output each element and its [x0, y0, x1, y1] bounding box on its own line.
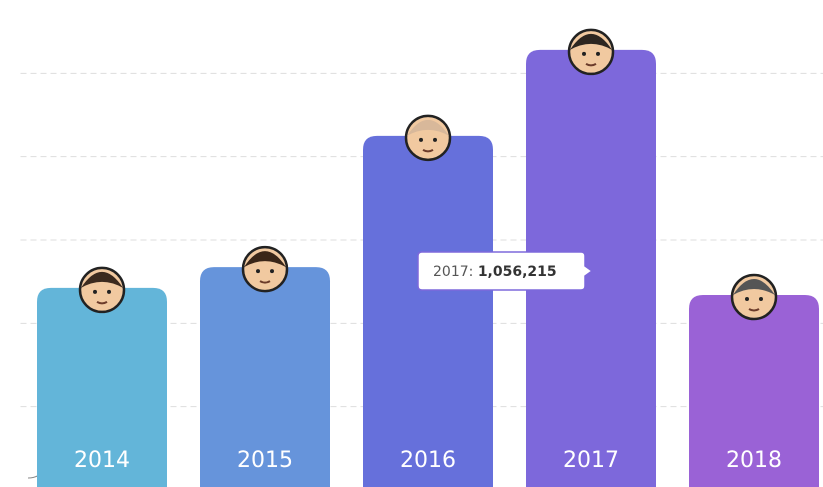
- chart: 2014 2015 2016 2017 2018 2017: 1,056,215: [0, 0, 823, 487]
- avatar-eye: [107, 290, 111, 294]
- tooltip-separator: :: [469, 264, 478, 280]
- page: {"chart_data": {"type": "bar", "categori…: [0, 0, 823, 487]
- x-tick-label: 2016: [400, 448, 456, 473]
- avatar-eye: [596, 52, 600, 56]
- x-tick-label: 2017: [563, 448, 619, 473]
- avatar: [243, 247, 287, 291]
- tooltip-value: 1,056,215: [478, 264, 557, 280]
- avatar-eye: [256, 269, 260, 273]
- avatar-eye: [93, 290, 97, 294]
- x-tick-label: 2014: [74, 448, 130, 473]
- avatar-eye: [433, 138, 437, 142]
- bar: [363, 136, 493, 487]
- avatar: [732, 275, 776, 319]
- avatar-eye: [745, 297, 749, 301]
- x-tick-label: 2018: [726, 448, 782, 473]
- avatar: [406, 116, 450, 160]
- avatar: [80, 268, 124, 312]
- avatar-eye: [270, 269, 274, 273]
- tooltip-text: 2017: 1,056,215: [433, 264, 557, 280]
- avatar-eye: [582, 52, 586, 56]
- avatar-eye: [419, 138, 423, 142]
- x-tick-label: 2015: [237, 448, 293, 473]
- avatar-eye: [759, 297, 763, 301]
- tooltip-category: 2017: [433, 264, 469, 280]
- tooltip: 2017: 1,056,215: [418, 252, 592, 290]
- avatar: [569, 30, 613, 74]
